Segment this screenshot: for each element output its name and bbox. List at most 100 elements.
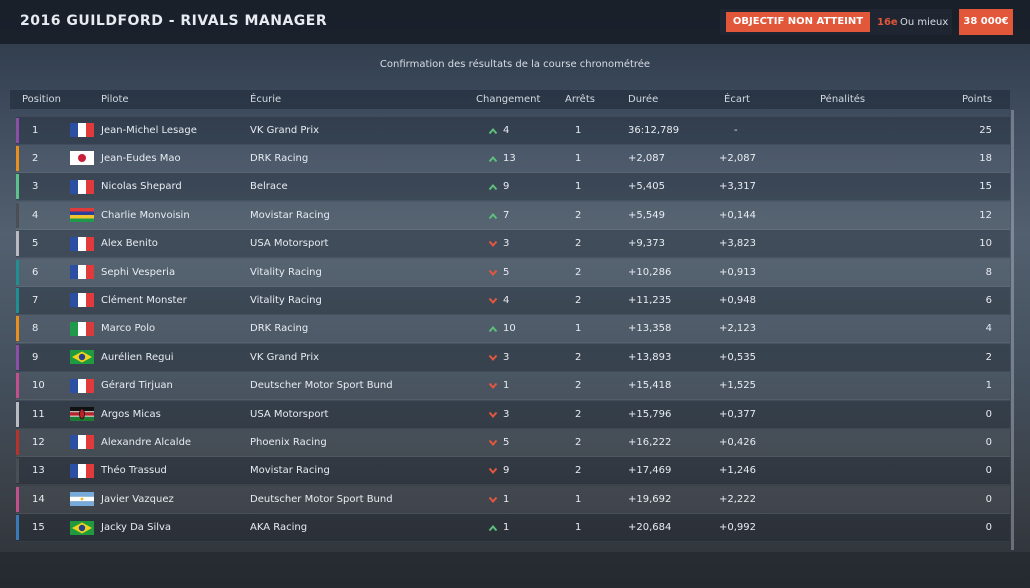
- table-row: 3 Nicolas Shepard Belrace 9 1 +5,405 +3,317 15: [16, 173, 1010, 202]
- change: 13: [503, 152, 516, 164]
- subtitle: Confirmation des résultats de la course …: [379, 59, 651, 70]
- time: +5,549: [628, 209, 666, 221]
- team: DRK Racing: [250, 152, 309, 164]
- gap: +2,123: [719, 323, 757, 335]
- stops: 2: [575, 266, 582, 278]
- team-color: [16, 401, 19, 427]
- column-header: Écart: [724, 94, 750, 105]
- trend-chevron: [488, 354, 498, 361]
- time: +5,405: [628, 181, 666, 193]
- flag: [70, 378, 94, 393]
- change: 3: [503, 408, 510, 420]
- flag: [70, 151, 94, 166]
- column-header: Pilote: [101, 94, 129, 105]
- time: +20,684: [628, 522, 672, 534]
- change: 9: [503, 465, 510, 477]
- stops: 1: [575, 323, 582, 335]
- flag: [70, 321, 94, 336]
- trend-arrow: [488, 439, 498, 446]
- trend-chevron: [488, 269, 498, 276]
- table-row: 6 Sephi Vesperia Vitality Racing 5 2 +10,286 +…: [16, 258, 1010, 287]
- driver: Théo Trassud: [101, 465, 167, 477]
- driver: Charlie Monvoisin: [101, 209, 190, 221]
- gap: +0,948: [719, 294, 757, 306]
- change: 5: [503, 266, 510, 278]
- gap: +1,525: [719, 380, 757, 392]
- stops: 2: [575, 436, 582, 448]
- trend-arrow: [488, 326, 498, 333]
- driver: Gérard Tirjuan: [101, 380, 173, 392]
- flag-stripe: [78, 123, 86, 137]
- stops: 2: [575, 209, 582, 221]
- team: Vitality Racing: [250, 266, 322, 278]
- flag: [70, 350, 94, 365]
- trend-arrow: [488, 297, 498, 304]
- table-header: [10, 90, 1010, 109]
- flag: [70, 435, 94, 450]
- target-position: 16e: [877, 17, 898, 28]
- gap: +0,144: [719, 209, 757, 221]
- flag-disc: [78, 524, 86, 531]
- driver: Marco Polo: [101, 323, 156, 335]
- points: 15: [979, 181, 992, 193]
- trend-chevron: [488, 297, 498, 304]
- time: +17,469: [628, 465, 672, 477]
- driver: Aurélien Regui: [101, 351, 174, 363]
- trend-arrow: [488, 354, 498, 361]
- trend-arrow: [488, 468, 498, 475]
- trend-chevron: [488, 525, 498, 532]
- team: USA Motorsport: [250, 408, 329, 420]
- flag-stripe: [78, 236, 86, 251]
- flag-stripe: [70, 501, 94, 507]
- table-row: 14 Javier Vazquez Deutscher Motor Sport Bu…: [16, 485, 1010, 514]
- driver: Jean-Michel Lesage: [101, 124, 197, 136]
- team: AKA Racing: [250, 522, 308, 534]
- flag-stripe: [70, 321, 78, 336]
- column-header: Arrêts: [565, 94, 595, 105]
- trend-chevron: [488, 240, 498, 248]
- team: VK Grand Prix: [250, 351, 320, 363]
- column-header: Points: [962, 94, 993, 105]
- time: 36:12,789: [628, 124, 680, 136]
- objective-status: OBJECTIF NON ATTEINT: [726, 12, 870, 32]
- scrollbar: [1011, 110, 1014, 550]
- flag-stripe: [78, 265, 86, 279]
- points: 6: [985, 294, 992, 306]
- trend-arrow: [488, 155, 498, 163]
- flag-stripe: [86, 435, 94, 450]
- trend-arrow: [488, 382, 498, 390]
- change: 3: [503, 351, 510, 363]
- change: 10: [503, 323, 516, 335]
- table-row: 4 Charlie Monvoisin Movistar Racing 7 2 +5,54…: [16, 201, 1010, 230]
- table-row: 5 Alex Benito USA Motorsport 3 2 +9,373 +3,823…: [16, 230, 1010, 259]
- position: 4: [32, 209, 39, 221]
- flag: [70, 265, 94, 279]
- trend-arrow: [488, 269, 498, 276]
- gap: +0,913: [719, 266, 757, 278]
- team-color: [16, 458, 19, 484]
- position: 14: [32, 493, 45, 505]
- stops: 1: [575, 152, 582, 164]
- flag-stripe: [78, 378, 86, 393]
- flag-stripe: [86, 179, 94, 194]
- change: 4: [503, 124, 510, 136]
- trend-chevron: [488, 212, 498, 219]
- flag-disc: [78, 154, 86, 163]
- trend-arrow: [488, 212, 498, 219]
- stops: 2: [575, 351, 582, 363]
- team-color: [16, 202, 19, 228]
- points: 0: [985, 465, 992, 477]
- driver: Clément Monster: [101, 294, 187, 306]
- gap: +2,222: [719, 493, 757, 505]
- points: 25: [979, 124, 992, 136]
- team: Deutscher Motor Sport Bund: [250, 380, 393, 392]
- trend-chevron: [488, 184, 498, 191]
- flag-stripe: [70, 378, 78, 393]
- team: USA Motorsport: [250, 238, 329, 250]
- flag-shield: [79, 408, 85, 420]
- team: Deutscher Motor Sport Bund: [250, 493, 393, 505]
- flag-stripe: [70, 265, 78, 279]
- flag-disc: [78, 353, 86, 361]
- trend-arrow: [488, 127, 498, 134]
- flag-stripe: [78, 463, 86, 478]
